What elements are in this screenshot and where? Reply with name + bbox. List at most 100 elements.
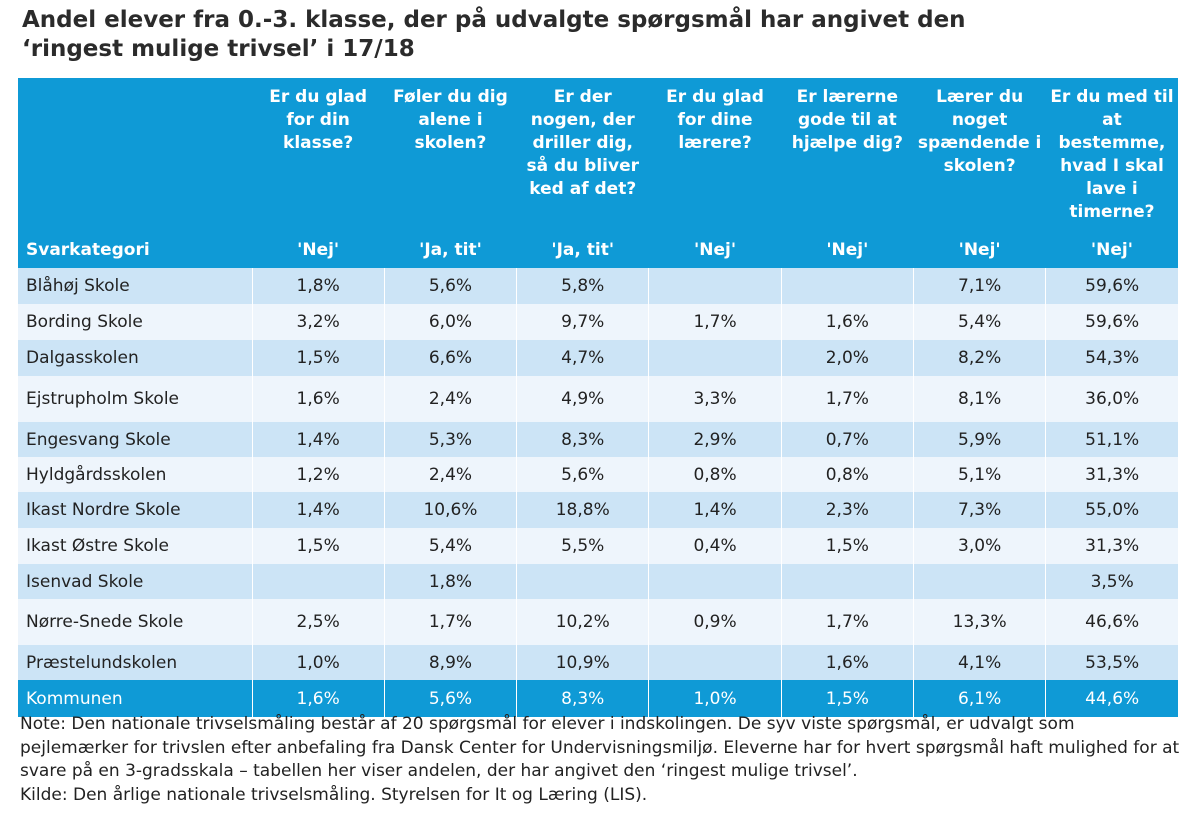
table-row: Nørre-Snede Skole 2,5% 1,7% 10,2% 0,9% 1,7% 13… <box>18 599 1179 645</box>
value-cell: 5,4% <box>913 304 1047 340</box>
value-cell: 2,4% <box>384 457 518 492</box>
value-cell: 51,1% <box>1045 422 1179 457</box>
value-cell: 5,9% <box>913 422 1047 457</box>
value-cell: 2,3% <box>781 492 914 528</box>
value-cell: 9,7% <box>516 304 650 340</box>
value-cell: 2,9% <box>648 422 782 457</box>
note-section: Note: Den nationale trivselsmåling bestå… <box>20 713 1185 807</box>
question-header: Er lærerne gode til at hjælpe dig? <box>781 78 914 236</box>
table-row: Engesvang Skole 1,4% 5,3% 8,3% 2,9% 0,7% 5,9% 5… <box>18 422 1179 457</box>
value-cell: 31,3% <box>1045 457 1179 492</box>
table-row: Isenvad Skole 1,8% 3,5% <box>18 564 1179 599</box>
school-name-cell: Dalgasskolen <box>18 340 253 376</box>
source-text: Kilde: Den årlige nationale trivselsmåli… <box>20 784 648 805</box>
value-cell: 18,8% <box>516 492 650 528</box>
value-cell: 1,0% <box>252 645 385 680</box>
school-name-cell: Kommunen <box>18 680 253 717</box>
value-cell: 46,6% <box>1045 599 1179 645</box>
value-cell: 8,1% <box>913 376 1047 422</box>
value-cell: 1,5% <box>781 680 914 717</box>
value-cell: 1,8% <box>252 268 385 304</box>
answer-header: 'Nej' <box>648 236 782 268</box>
value-cell: 8,3% <box>516 422 650 457</box>
value-cell: 1,7% <box>781 376 914 422</box>
value-cell: 7,1% <box>913 268 1047 304</box>
value-cell: 59,6% <box>1045 304 1179 340</box>
school-name-cell: Ikast Østre Skole <box>18 528 253 564</box>
value-cell: 13,3% <box>913 599 1047 645</box>
value-cell: 8,3% <box>516 680 650 717</box>
answer-header: 'Nej' <box>913 236 1046 268</box>
answer-header: 'Nej' <box>781 236 914 268</box>
value-cell <box>516 564 650 599</box>
value-cell: 1,5% <box>252 340 385 376</box>
answer-header: 'Ja, tit' <box>384 236 517 268</box>
value-cell: 1,8% <box>384 564 518 599</box>
school-name-cell: Hyldgårdsskolen <box>18 457 253 492</box>
school-name-cell: Nørre-Snede Skole <box>18 599 253 645</box>
question-header: Er der nogen, der driller dig, så du bli… <box>516 78 649 236</box>
table-row: Dalgasskolen 1,5% 6,6% 4,7% 2,0% 8,2% 54,3% <box>18 340 1179 376</box>
question-header-empty <box>18 78 252 236</box>
value-cell: 1,4% <box>648 492 782 528</box>
value-cell <box>781 268 914 304</box>
value-cell <box>781 564 914 599</box>
value-cell: 54,3% <box>1045 340 1179 376</box>
table-row: Ikast Østre Skole 1,5% 5,4% 5,5% 0,4% 1,5% 3,0… <box>18 528 1179 564</box>
value-cell: 1,5% <box>252 528 385 564</box>
value-cell: 3,5% <box>1045 564 1179 599</box>
value-cell <box>913 564 1047 599</box>
value-cell: 1,6% <box>781 645 914 680</box>
value-cell: 2,5% <box>252 599 385 645</box>
value-cell: 1,2% <box>252 457 385 492</box>
value-cell: 0,7% <box>781 422 914 457</box>
table-body: Blåhøj Skole 1,8% 5,6% 5,8% 7,1% 59,6% Bording… <box>18 268 1179 717</box>
value-cell: 2,0% <box>781 340 914 376</box>
value-cell <box>648 564 782 599</box>
table-header: Er du glad for din klasse? Føler du dig … <box>18 78 1179 268</box>
question-header: Er du glad for din klasse? <box>252 78 385 236</box>
value-cell: 5,8% <box>516 268 650 304</box>
value-cell: 53,5% <box>1045 645 1179 680</box>
value-cell: 1,5% <box>781 528 914 564</box>
question-header: Lærer du noget spændende i skolen? <box>913 78 1046 236</box>
table-row: Bording Skole 3,2% 6,0% 9,7% 1,7% 1,6% 5,4% 59,… <box>18 304 1179 340</box>
school-name-cell: Blåhøj Skole <box>18 268 253 304</box>
value-cell: 1,6% <box>252 376 385 422</box>
value-cell: 0,8% <box>648 457 782 492</box>
school-name-cell: Ejstrupholm Skole <box>18 376 253 422</box>
value-cell: 0,4% <box>648 528 782 564</box>
value-cell: 4,9% <box>516 376 650 422</box>
value-cell: 6,0% <box>384 304 518 340</box>
wellbeing-table-container: Er du glad for din klasse? Føler du dig … <box>18 78 1179 717</box>
value-cell <box>648 340 782 376</box>
value-cell: 6,6% <box>384 340 518 376</box>
value-cell: 59,6% <box>1045 268 1179 304</box>
question-header: Er du glad for dine lærere? <box>648 78 782 236</box>
value-cell: 3,0% <box>913 528 1047 564</box>
table-row: Ikast Nordre Skole 1,4% 10,6% 18,8% 1,4% 2,3%… <box>18 492 1179 528</box>
answer-header: 'Ja, tit' <box>516 236 649 268</box>
school-name-cell: Bording Skole <box>18 304 253 340</box>
value-cell: 10,2% <box>516 599 650 645</box>
note-text: Note: Den nationale trivselsmåling bestå… <box>20 714 1180 781</box>
school-name-cell: Isenvad Skole <box>18 564 253 599</box>
answer-header: 'Nej' <box>252 236 385 268</box>
school-name-cell: Ikast Nordre Skole <box>18 492 253 528</box>
value-cell: 4,1% <box>913 645 1047 680</box>
value-cell: 44,6% <box>1045 680 1179 717</box>
table-row: Blåhøj Skole 1,8% 5,6% 5,8% 7,1% 59,6% <box>18 268 1179 304</box>
value-cell: 36,0% <box>1045 376 1179 422</box>
value-cell: 8,9% <box>384 645 518 680</box>
table-row: Hyldgårdsskolen 1,2% 2,4% 5,6% 0,8% 0,8% 5,1% 3… <box>18 457 1179 492</box>
answer-header: 'Nej' <box>1045 236 1179 268</box>
value-cell: 1,4% <box>252 492 385 528</box>
value-cell: 5,3% <box>384 422 518 457</box>
table-total-row: Kommunen 1,6% 5,6% 8,3% 1,0% 1,5% 6,1% 44,6% <box>18 680 1179 717</box>
school-name-cell: Præstelundskolen <box>18 645 253 680</box>
value-cell: 4,7% <box>516 340 650 376</box>
value-cell <box>252 564 385 599</box>
question-header-row: Er du glad for din klasse? Føler du dig … <box>18 78 1179 236</box>
value-cell: 2,4% <box>384 376 518 422</box>
value-cell: 5,6% <box>516 457 650 492</box>
